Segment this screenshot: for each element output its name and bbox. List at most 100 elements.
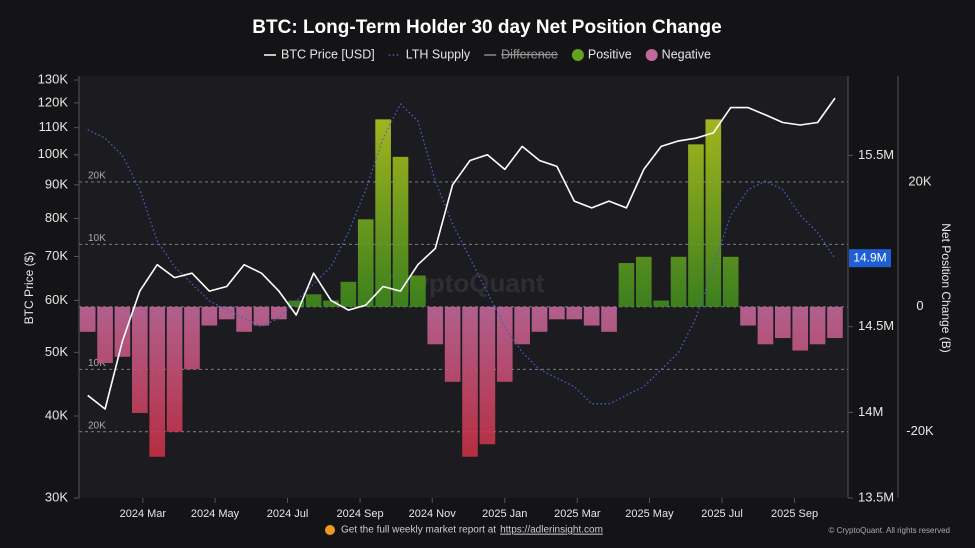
- y-tick-label: 120K: [38, 94, 69, 109]
- y-tick-label: 70K: [45, 248, 68, 263]
- bar: [514, 306, 530, 345]
- x-tick-label: 2024 Nov: [409, 508, 457, 520]
- grid-label: 20K: [88, 170, 106, 181]
- copyright: © CryptoQuant. All rights reserved: [829, 526, 951, 535]
- bar: [288, 300, 305, 307]
- bar: [184, 306, 200, 370]
- bar: [496, 306, 513, 382]
- price-line: [87, 97, 836, 410]
- y-tick-label: 90K: [45, 176, 68, 191]
- x-tick-label: 2025 Sep: [771, 508, 818, 520]
- chart-title: BTC: Long-Term Holder 30 day Net Positio…: [252, 17, 721, 38]
- x-tick-label: 2024 May: [191, 508, 240, 520]
- bar: [566, 306, 583, 320]
- bar: [114, 306, 131, 357]
- bar: [166, 306, 183, 432]
- bar: [410, 275, 426, 307]
- bar: [635, 256, 652, 307]
- legend-label: BTC Price [USD]: [281, 47, 375, 61]
- footer-link[interactable]: https://adlerinsight.com: [500, 525, 603, 536]
- y-tick-label: 50K: [45, 344, 68, 359]
- legend-item: BTC Price [USD]: [263, 47, 375, 61]
- y-axis-title: BTC Price ($): [22, 252, 36, 325]
- grid-label: 10K: [88, 358, 106, 369]
- y-tick-label: 110K: [39, 119, 69, 134]
- footer-icon: [325, 525, 335, 535]
- y2-tick-label: 14M: [858, 404, 883, 419]
- legend-label: Positive: [588, 47, 632, 61]
- y2-tick-label: 13.5M: [858, 489, 894, 504]
- bar: [827, 306, 843, 339]
- legend-item: LTH Supply: [388, 47, 471, 61]
- bar: [479, 306, 496, 445]
- bar: [427, 306, 444, 345]
- current-marker: [849, 249, 891, 268]
- bar: [757, 306, 774, 345]
- y-tick-label: 40K: [45, 407, 68, 422]
- legend-label: Negative: [662, 47, 711, 61]
- x-tick-label: 2024 Jul: [267, 508, 309, 520]
- plot: 20K 10K 10K 20K: [79, 97, 848, 457]
- legend-item: Positive: [571, 47, 632, 61]
- bar: [305, 294, 322, 307]
- bar: [722, 256, 739, 307]
- bar: [201, 306, 218, 326]
- bar: [323, 300, 339, 307]
- grid-label: 10K: [88, 233, 106, 244]
- bar: [775, 306, 791, 339]
- y3-tick-label: 0: [916, 298, 923, 313]
- legend-label: Difference: [501, 47, 558, 61]
- y-tick-label: 100K: [38, 146, 69, 161]
- bar: [688, 144, 704, 307]
- bar: [392, 156, 409, 307]
- bar: [653, 300, 670, 307]
- y-tick-label: 60K: [45, 292, 68, 307]
- legend-item: Negative: [645, 47, 711, 61]
- bar: [462, 306, 478, 457]
- bar: [97, 306, 113, 364]
- y3-tick-label: -20K: [906, 423, 934, 438]
- x-tick-label: 2025 May: [625, 508, 674, 520]
- legend-swatch: [571, 49, 584, 61]
- grid-label: 20K: [88, 420, 106, 431]
- legend-item: Difference: [484, 47, 558, 61]
- legend-label: LTH Supply: [406, 47, 471, 61]
- y-tick-label: 80K: [45, 210, 68, 225]
- y-tick-label: 130K: [38, 71, 69, 86]
- bar: [340, 281, 357, 307]
- bar: [357, 219, 374, 307]
- bar: [271, 306, 287, 320]
- y-tick-label: 30K: [45, 489, 68, 504]
- bar: [809, 306, 826, 345]
- bar: [132, 306, 148, 414]
- bar: [236, 306, 252, 332]
- x-tick-label: 2025 Jul: [701, 508, 743, 520]
- bar: [740, 306, 756, 326]
- footer-text: Get the full weekly market report at: [341, 525, 496, 536]
- bar: [792, 306, 809, 351]
- bar: [253, 306, 270, 326]
- y3-axis-title: Net Position Change (B): [939, 223, 953, 352]
- legend-swatch: [645, 49, 658, 61]
- bar: [705, 119, 722, 307]
- x-tick-label: 2024 Sep: [337, 508, 384, 520]
- watermark: CryptoQuant: [386, 268, 545, 298]
- bar: [601, 306, 617, 332]
- bar: [670, 256, 687, 307]
- x-tick-label: 2025 Mar: [554, 508, 601, 520]
- legend: BTC Price [USD] LTH Supply Difference Posit…: [263, 47, 711, 61]
- bar: [444, 306, 461, 382]
- supply-line: [87, 103, 836, 405]
- y2-tick-label: 15.5M: [858, 147, 894, 162]
- y3-tick-label: 20K: [908, 173, 931, 188]
- current-label: 14.9M: [853, 250, 886, 264]
- y2-tick-label: 14.5M: [858, 318, 894, 333]
- x-tick-label: 2025 Jan: [482, 508, 527, 520]
- bar: [583, 306, 600, 326]
- bar: [218, 306, 235, 320]
- bar: [79, 306, 96, 332]
- bar: [375, 119, 391, 307]
- bar: [618, 263, 635, 307]
- x-tick-label: 2024 Mar: [120, 508, 167, 520]
